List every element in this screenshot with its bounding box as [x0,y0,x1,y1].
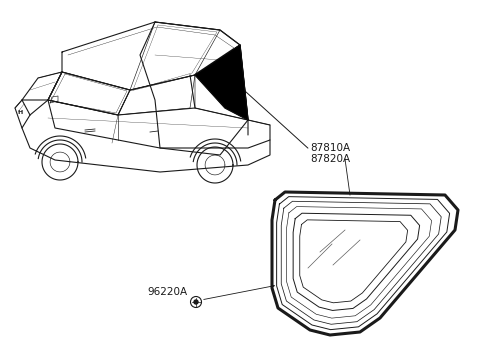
Text: 87820A: 87820A [310,154,350,164]
Text: H: H [17,109,23,115]
Circle shape [194,300,198,304]
Polygon shape [195,45,248,120]
Text: 87810A: 87810A [310,143,350,153]
Text: 96220A: 96220A [148,287,188,297]
